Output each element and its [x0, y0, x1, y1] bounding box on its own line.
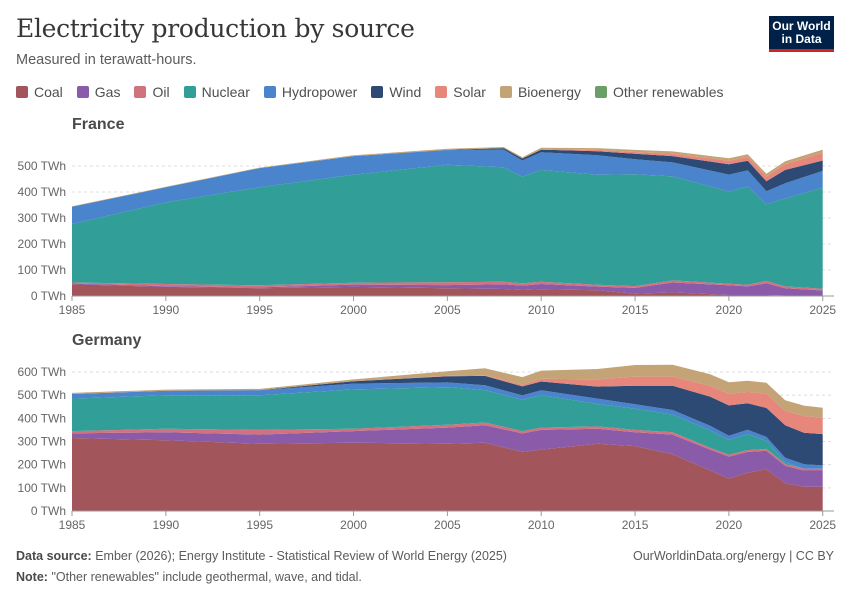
- y-tick-label: 200 TWh: [18, 458, 66, 472]
- x-tick-label: 2015: [622, 303, 649, 317]
- legend-item-bioenergy[interactable]: Bioenergy: [499, 84, 581, 100]
- x-tick-label: 2010: [528, 518, 555, 532]
- legend-label: Other renewables: [612, 84, 724, 100]
- panel-title-germany: Germany: [72, 332, 141, 349]
- x-tick-label: 2010: [528, 303, 555, 317]
- x-tick-label: 2005: [434, 303, 461, 317]
- legend-item-coal[interactable]: Coal: [16, 84, 63, 100]
- area-hydropower: [72, 149, 823, 224]
- x-tick-label: 2000: [340, 303, 367, 317]
- note: Note: "Other renewables" include geother…: [16, 570, 362, 584]
- x-tick-label: 2020: [716, 303, 743, 317]
- y-tick-label: 400 TWh: [18, 411, 66, 425]
- note-text: "Other renewables" include geothermal, w…: [51, 570, 362, 584]
- x-tick-label: 1995: [246, 303, 273, 317]
- x-tick-label: 2020: [716, 518, 743, 532]
- y-tick-label: 600 TWh: [18, 365, 66, 379]
- logo-line-2: in Data: [781, 32, 822, 46]
- owid-logo[interactable]: Our World in Data: [769, 16, 834, 52]
- legend-swatch: [263, 86, 276, 98]
- y-tick-label: 400 TWh: [18, 185, 66, 199]
- area-nuclear: [72, 164, 823, 289]
- legend-label: Oil: [152, 84, 170, 100]
- area-bioenergy: [72, 364, 823, 418]
- x-tick-label: 1985: [59, 518, 86, 532]
- x-tick-label: 2025: [809, 303, 836, 317]
- x-tick-label: 2000: [340, 518, 367, 532]
- x-tick-label: 1985: [59, 303, 86, 317]
- x-tick-label: 2025: [809, 518, 836, 532]
- area-oil: [72, 422, 823, 471]
- x-tick-label: 1990: [152, 518, 179, 532]
- legend-label: Solar: [453, 84, 486, 100]
- chart-panel-france: France 0 TWh 100 TWh 200 TWh 300 TWh 400 TWh 5…: [18, 116, 837, 317]
- area-coal: [72, 438, 823, 511]
- legend-label: Hydropower: [281, 84, 358, 100]
- legend-swatch: [371, 86, 384, 98]
- legend-swatch: [499, 86, 512, 98]
- y-tick-label: 100 TWh: [18, 263, 66, 277]
- chart-panel-germany: Germany 0 TWh 100 TWh 200 TWh 300 TWh 400 TWh…: [18, 332, 837, 532]
- data-source-label: Data source:: [16, 549, 92, 563]
- legend-swatch: [16, 86, 28, 98]
- legend-label: Wind: [389, 84, 422, 100]
- y-tick-label: 200 TWh: [18, 237, 66, 251]
- logo-line-1: Our World: [772, 19, 831, 33]
- legend-label: Gas: [94, 84, 121, 100]
- legend-swatch: [435, 86, 448, 98]
- legend-item-oil[interactable]: Oil: [134, 84, 170, 100]
- y-tick-label: 300 TWh: [18, 211, 66, 225]
- area-gas: [72, 425, 823, 487]
- area-nuclear: [72, 387, 823, 469]
- area-wind: [72, 375, 823, 466]
- legend-item-nuclear[interactable]: Nuclear: [183, 84, 250, 100]
- legend-swatch: [76, 86, 89, 98]
- x-tick-label: 2005: [434, 518, 461, 532]
- y-tick-label: 500 TWh: [18, 388, 66, 402]
- area-gas: [72, 282, 823, 296]
- chart-title: Electricity production by source: [16, 14, 415, 43]
- legend-item-other-renewables[interactable]: Other renewables: [594, 84, 724, 100]
- x-tick-label: 2015: [622, 518, 649, 532]
- credit-link[interactable]: OurWorldinData.org/energy | CC BY: [632, 549, 834, 563]
- panel-title-france: France: [72, 116, 125, 133]
- y-tick-label: 500 TWh: [18, 159, 66, 173]
- x-tick-label: 1995: [246, 518, 273, 532]
- legend-label: Coal: [34, 84, 63, 100]
- legend-swatch: [594, 86, 607, 98]
- legend-item-gas[interactable]: Gas: [76, 84, 121, 100]
- legend-swatch: [134, 86, 147, 98]
- legend: Coal Gas Oil Nuclear Hydropower Wind Sol…: [16, 84, 738, 100]
- legend-label: Bioenergy: [517, 84, 581, 100]
- legend-item-wind[interactable]: Wind: [371, 84, 421, 100]
- legend-swatch: [183, 86, 196, 98]
- y-tick-label: 100 TWh: [18, 481, 66, 495]
- legend-item-solar[interactable]: Solar: [435, 84, 486, 100]
- legend-item-hydropower[interactable]: Hydropower: [263, 84, 358, 100]
- chart-subtitle: Measured in terawatt-hours.: [16, 52, 197, 68]
- legend-label: Nuclear: [201, 84, 250, 100]
- area-oil: [72, 280, 823, 291]
- note-label: Note:: [16, 570, 48, 584]
- y-tick-label: 300 TWh: [18, 435, 66, 449]
- data-source: Data source: Ember (2026); Energy Instit…: [16, 549, 507, 563]
- data-source-text: Ember (2026); Energy Institute - Statist…: [95, 549, 507, 563]
- y-tick-label: 0 TWh: [31, 289, 66, 303]
- y-tick-label: 0 TWh: [31, 504, 66, 518]
- area-coal: [72, 284, 823, 296]
- x-tick-label: 1990: [152, 303, 179, 317]
